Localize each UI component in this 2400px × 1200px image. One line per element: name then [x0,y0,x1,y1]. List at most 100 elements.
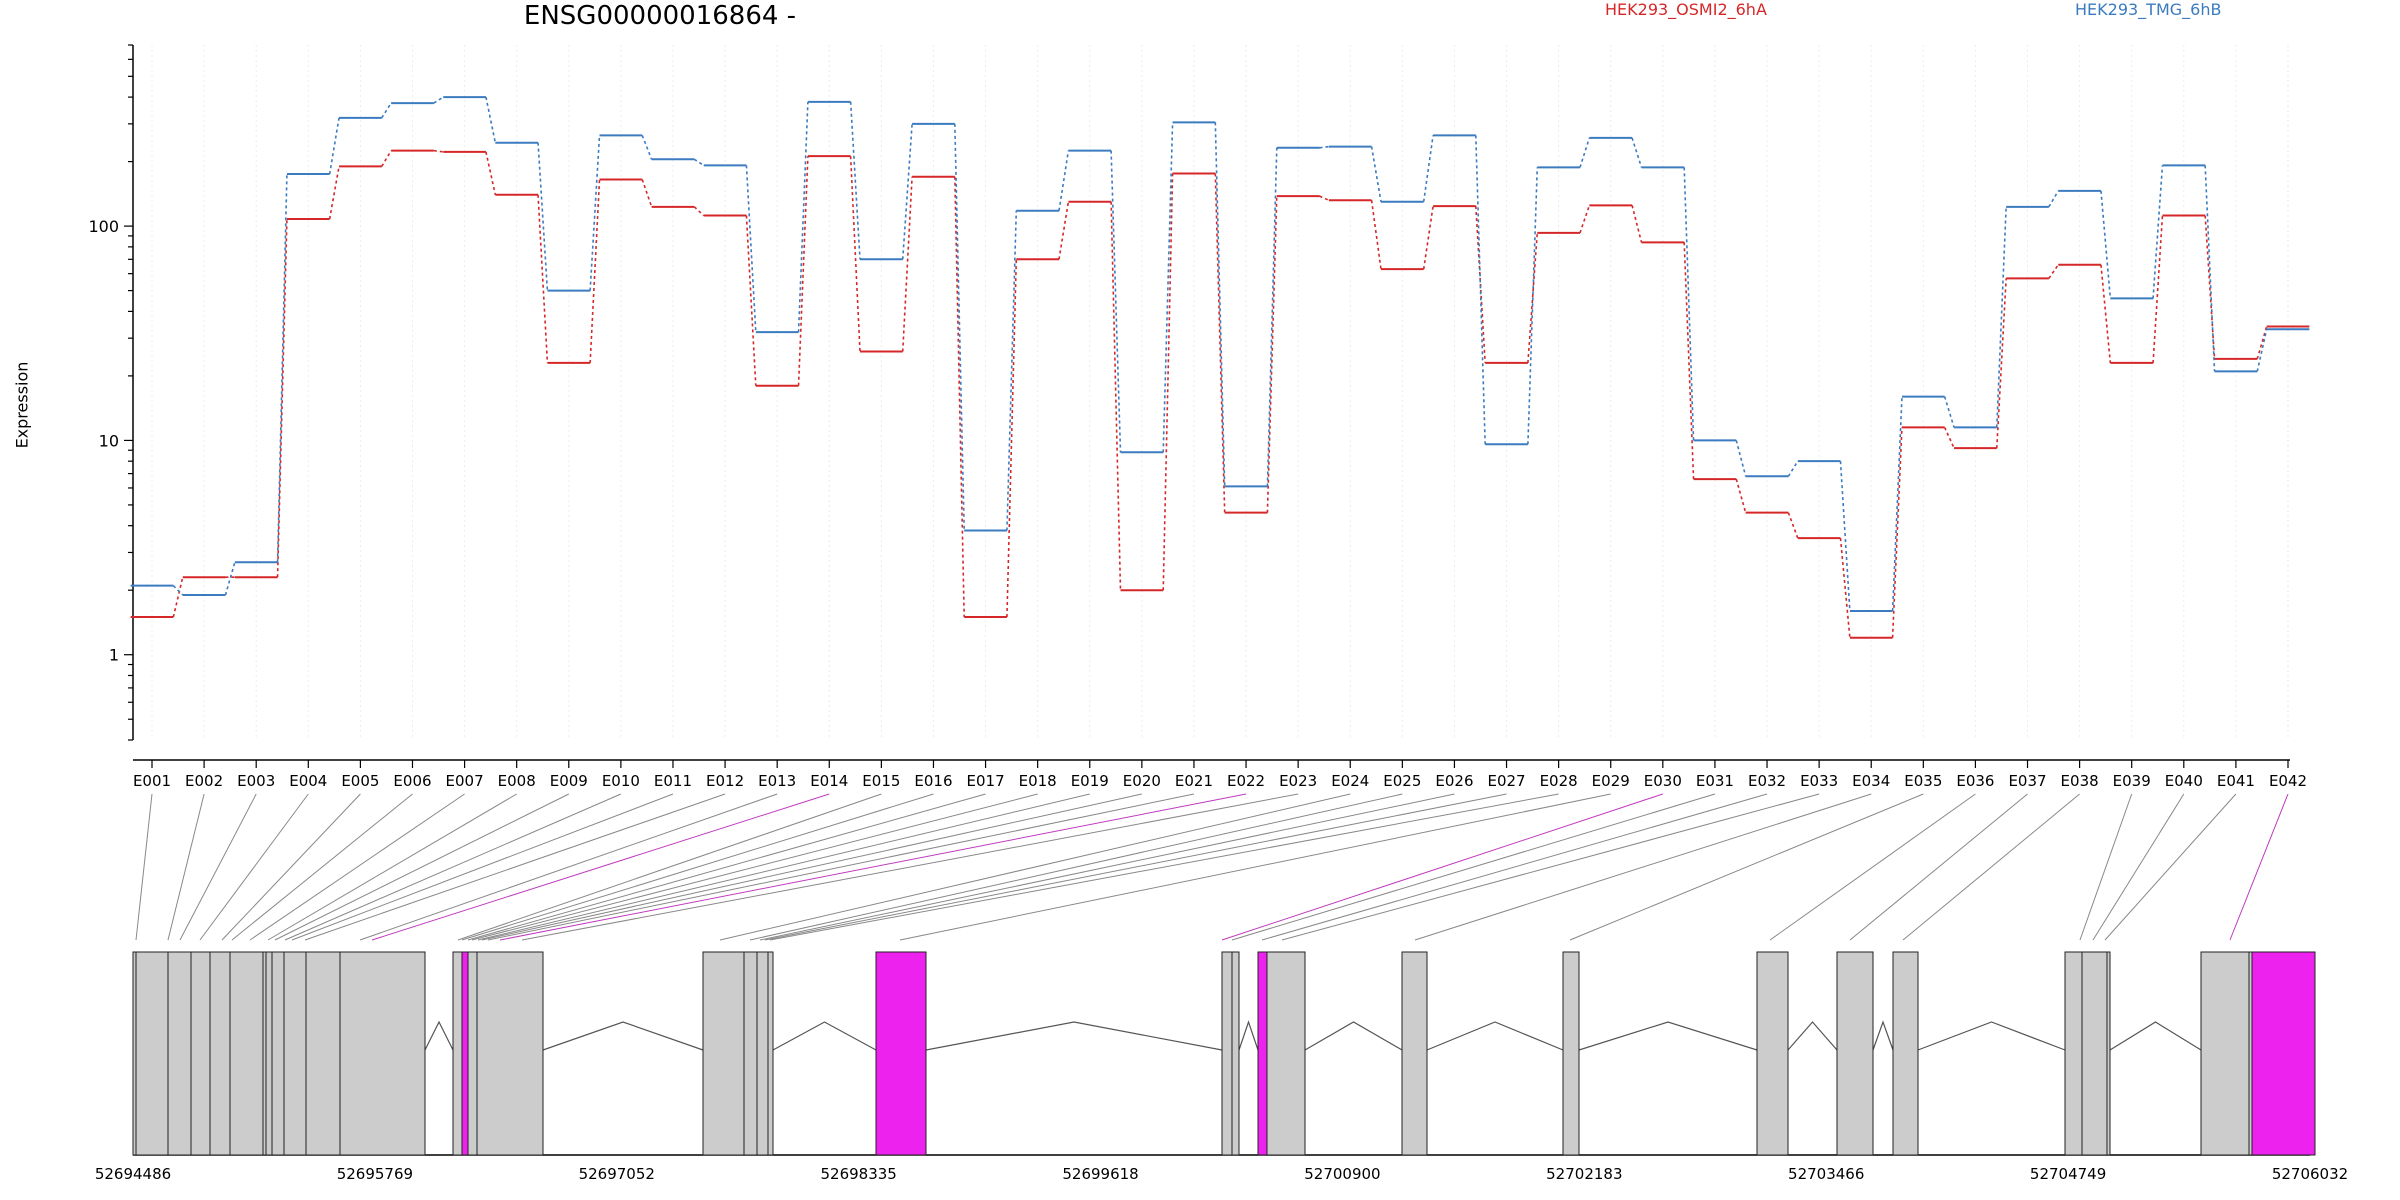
series-1-connector [1058,201,1070,260]
x-tick-label: E037 [2008,772,2046,790]
coordinate-label: 52706032 [2272,1165,2348,1183]
x-tick-label: E019 [1071,772,1109,790]
connector-E030 [1221,793,1663,941]
x-tick-label: E008 [498,772,536,790]
exon-box [1257,951,1268,1156]
connector-E025 [749,793,1403,941]
exon-box [467,951,478,1156]
x-tick-label: E016 [914,772,952,790]
series-1-connector [641,179,653,208]
series-1-connector [485,151,497,195]
connector-E028 [769,793,1559,941]
x-tick-label: E026 [1435,772,1473,790]
exon-box [305,951,341,1156]
series-2-connector [1839,461,1851,612]
series-1-connector [1839,538,1851,638]
series-2-connector [1995,206,2007,428]
x-tick-label: E021 [1175,772,1213,790]
connector-E020 [481,793,1142,941]
series-1-connector [537,194,549,363]
series-2-connector [2048,190,2059,208]
exon-box [1221,951,1233,1156]
series-1-connector [954,176,966,617]
connector-E009 [274,793,570,941]
exon-box [476,951,544,1156]
intron-line [1578,1021,1758,1051]
connector-E012 [304,793,726,941]
series-2-connector [2256,329,2268,372]
connector-E008 [267,793,517,941]
series-1-connector [1370,200,1382,270]
exon-box [2064,951,2083,1156]
series-1-connector [2100,264,2112,363]
x-tick-label: E009 [550,772,588,790]
x-tick-label: E006 [393,772,431,790]
x-tick-label: E040 [2165,772,2203,790]
x-tick-label: E034 [1852,772,1890,790]
connector-E034 [1414,793,1872,941]
connector-E029 [899,793,1611,941]
intron-line [2109,1021,2202,1051]
coordinate-label: 52702183 [1546,1165,1622,1183]
x-tick-label: E036 [1956,772,1994,790]
series-2-connector [1891,396,1903,612]
y-tick-label: 100 [88,217,119,236]
series-2-connector [589,135,601,291]
series-2-connector [1370,146,1382,202]
series-1-connector [433,149,444,153]
series-1-connector [1891,427,1903,638]
exon-connector-lines [135,793,2289,941]
x-tick-label: E020 [1123,772,1161,790]
connector-E006 [231,793,413,941]
exon-box [1266,951,1306,1156]
series-2-connector [172,585,184,596]
connector-E024 [719,793,1351,941]
series-lines [130,96,2310,639]
series-2-connector [485,96,497,143]
connector-E013 [359,793,778,941]
series-1-connector [1787,512,1799,539]
series-2-connector [641,135,653,160]
series-2-connector [954,123,966,531]
series-2-connector [1162,122,1174,453]
legend-entry-series-1: HEK293_OSMI2_6hA [1605,0,1767,19]
x-tick-label: E028 [1540,772,1578,790]
connector-E004 [199,793,309,941]
x-tick-label: E030 [1644,772,1682,790]
series-2-connector [1579,137,1591,168]
exon-box [767,951,774,1156]
exon-box [135,951,169,1156]
connector-E040 [2092,793,2185,941]
x-tick-label: E018 [1019,772,1057,790]
x-tick-label: E039 [2113,772,2151,790]
x-tick-label: E023 [1279,772,1317,790]
series-1-connector [1162,173,1174,591]
connector-E007 [249,793,465,941]
series-1-connector [1110,201,1122,591]
exon-box [756,951,769,1156]
connector-E016 [461,793,934,941]
series-1-connector [1422,205,1434,270]
series-2-connector [1787,460,1799,477]
series-1-connector [2256,326,2268,360]
series-1-connector [1631,205,1643,243]
series-2-connector [1266,147,1278,487]
intron-line [1787,1021,1838,1051]
exon-box [1401,951,1428,1156]
x-tick-label: E011 [654,772,692,790]
x-tick-label: E005 [341,772,379,790]
connector-E036 [1769,793,1976,941]
series-2-connector [1422,135,1434,202]
x-tick-label: E002 [185,772,223,790]
exon-box [190,951,211,1156]
exon-box [339,951,426,1156]
x-tick-label: E017 [967,772,1005,790]
connector-E002 [167,793,205,941]
connector-E011 [291,793,674,941]
x-tick-label: E025 [1383,772,1421,790]
connector-E032 [1261,793,1768,941]
series-2-connector [381,102,392,119]
exon-box [1836,951,1874,1156]
coordinate-label: 52703466 [1788,1165,1864,1183]
series-2-connector [1006,210,1018,531]
